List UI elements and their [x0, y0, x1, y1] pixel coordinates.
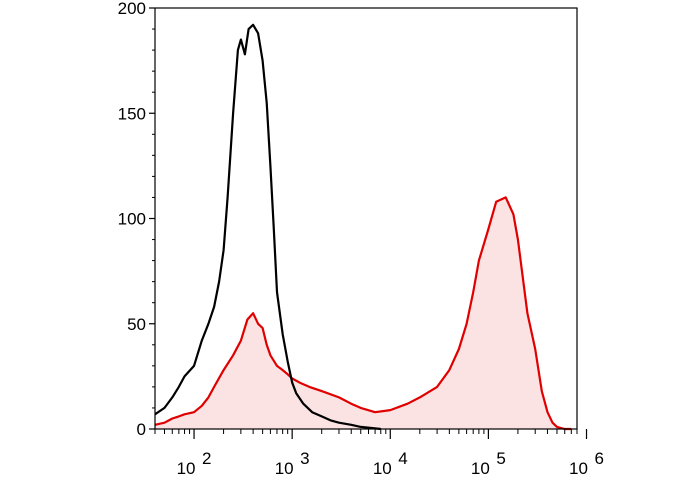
x-tick-label: 10: [177, 459, 196, 478]
x-tick-exponent: 4: [398, 449, 407, 468]
y-axis: 0 50 100 150 200: [118, 0, 155, 439]
plot-layer: [154, 23, 572, 431]
x-tick-label: 10: [569, 459, 588, 478]
y-tick-label: 100: [118, 210, 146, 229]
x-tick-label: 10: [373, 459, 392, 478]
x-tick-exponent: 2: [202, 449, 211, 468]
y-tick-label: 150: [118, 104, 146, 123]
series-0-line: [154, 23, 381, 431]
x-tick-label: 10: [275, 459, 294, 478]
series-1-line: [154, 196, 572, 431]
y-tick-label: 0: [137, 420, 146, 439]
series-1-fill: [155, 197, 572, 429]
x-tick-label: 10: [471, 459, 490, 478]
x-axis: 10 2 10 3 10 4 10 5 10 6: [154, 429, 604, 478]
y-tick-label: 200: [118, 0, 146, 18]
x-tick-exponent: 3: [300, 449, 309, 468]
x-tick-exponent: 6: [595, 449, 604, 468]
x-tick-exponent: 5: [496, 449, 505, 468]
y-tick-label: 50: [127, 315, 146, 334]
